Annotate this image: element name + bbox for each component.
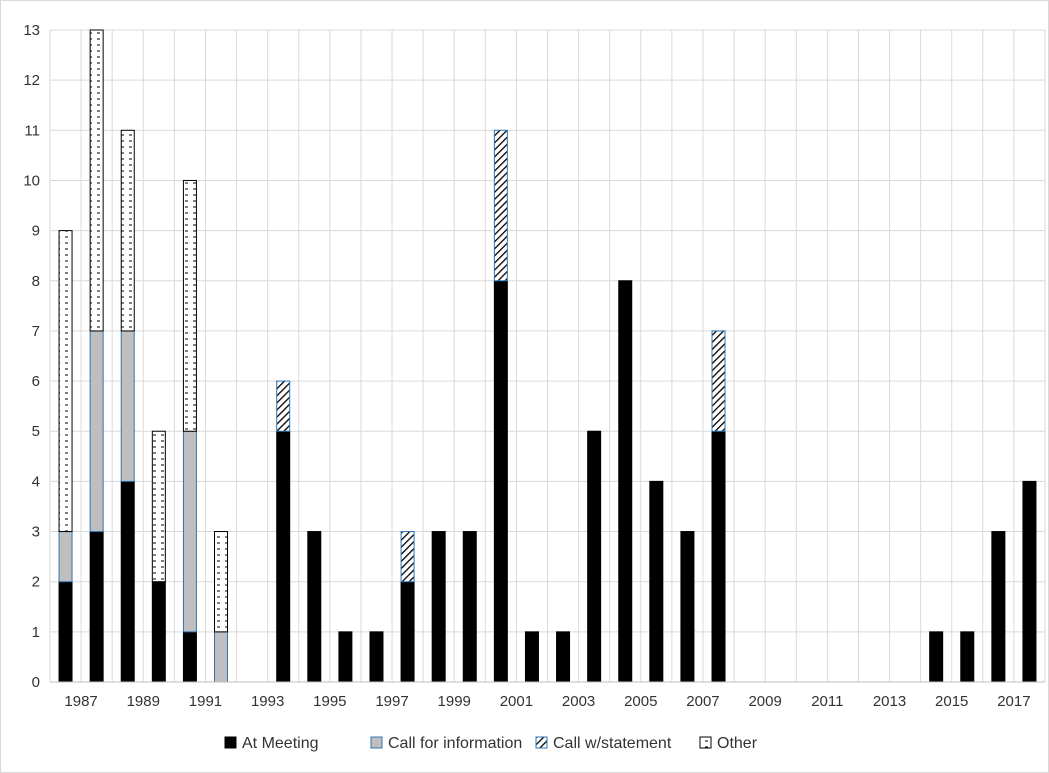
bar-call-for-information-1991: [182, 430, 197, 633]
bar-at-meeting-1990: [151, 581, 166, 683]
bar-at-meeting-1987: [58, 581, 73, 683]
legend: At Meeting Call for information Call w/sta…: [224, 735, 758, 752]
bar-other-1991: [182, 179, 197, 432]
y-tick-label: 11: [24, 122, 40, 139]
bar-at-meeting-2000: [462, 531, 477, 683]
x-tick-label: 1999: [438, 693, 471, 710]
legend-label-call-for-information: Call for information: [388, 735, 522, 752]
bar-at-meeting-2016: [960, 631, 975, 683]
bar-at-meeting-2002: [524, 631, 539, 683]
y-tick-label: 8: [32, 273, 40, 290]
bar-call-for-information-1992: [214, 631, 229, 683]
bar-call-w-statement-1998: [400, 531, 415, 583]
bar-call-for-information-1989: [120, 330, 135, 482]
bar-other-1989: [120, 129, 135, 332]
y-tick-label: 1: [32, 624, 40, 641]
y-tick-label: 2: [32, 574, 40, 591]
bar-call-for-information-1987: [58, 531, 73, 583]
bar-call-for-information-1988: [89, 330, 104, 533]
x-tick-label: 1991: [189, 693, 222, 710]
legend-swatch-other: [699, 736, 712, 749]
bar-at-meeting-1991: [182, 631, 197, 683]
legend-label-other: Other: [717, 735, 758, 752]
bar-at-meeting-1997: [369, 631, 384, 683]
bar-at-meeting-1996: [338, 631, 353, 683]
x-axis-tick-labels: 1987 1989 1991 1993 1995 1997 1999 2001 2003 2005…: [64, 693, 1030, 710]
y-tick-label: 6: [32, 373, 40, 390]
y-tick-label: 13: [23, 22, 40, 39]
bar-at-meeting-2018: [1022, 480, 1037, 683]
y-tick-label: 7: [32, 323, 40, 340]
bar-call-w-statement-2008: [711, 330, 726, 432]
x-tick-label: 1989: [127, 693, 160, 710]
bar-at-meeting-2004: [587, 430, 602, 683]
bar-at-meeting-2003: [556, 631, 571, 683]
bar-at-meeting-1998: [400, 581, 415, 683]
bar-other-1987: [58, 230, 73, 533]
bar-at-meeting-2015: [929, 631, 944, 683]
bar-at-meeting-2005: [618, 280, 633, 683]
x-tick-label: 2007: [686, 693, 719, 710]
bar-other-1988: [89, 29, 104, 332]
bar-other-1992: [214, 531, 229, 633]
x-tick-label: 2005: [624, 693, 657, 710]
x-tick-label: 2011: [811, 693, 843, 710]
y-tick-label: 12: [23, 72, 40, 89]
x-tick-label: 1987: [64, 693, 97, 710]
x-tick-label: 1993: [251, 693, 284, 710]
bar-at-meeting-2008: [711, 430, 726, 683]
y-tick-label: 10: [23, 172, 40, 189]
legend-label-call-w-statement: Call w/statement: [553, 735, 672, 752]
bar-at-meeting-2006: [649, 480, 664, 683]
bar-at-meeting-1995: [307, 531, 322, 683]
bar-at-meeting-2001: [493, 280, 508, 683]
legend-swatch-call-for-information: [370, 736, 383, 749]
y-tick-label: 3: [32, 524, 40, 541]
bar-call-w-statement-2001: [493, 129, 508, 282]
legend-swatch-call-w-statement: [535, 736, 548, 749]
x-tick-label: 2001: [500, 693, 533, 710]
y-tick-label: 5: [32, 423, 40, 440]
x-tick-label: 2003: [562, 693, 595, 710]
legend-label-at-meeting: At Meeting: [242, 735, 318, 752]
x-tick-label: 2015: [935, 693, 968, 710]
bar-at-meeting-1989: [120, 480, 135, 683]
x-tick-label: 2009: [748, 693, 781, 710]
x-tick-label: 2013: [873, 693, 906, 710]
bar-at-meeting-2007: [680, 531, 695, 683]
x-tick-label: 1995: [313, 693, 346, 710]
y-tick-label: 4: [32, 473, 40, 490]
bar-at-meeting-2017: [991, 531, 1006, 683]
y-tick-label: 0: [32, 674, 40, 691]
x-tick-label: 2017: [997, 693, 1030, 710]
legend-swatch-at-meeting: [224, 736, 237, 749]
bar-at-meeting-1988: [89, 531, 104, 683]
y-tick-label: 9: [32, 223, 40, 240]
x-tick-label: 1997: [375, 693, 408, 710]
bar-at-meeting-1999: [431, 531, 446, 683]
bar-other-1990: [151, 430, 166, 583]
bar-call-w-statement-1994: [276, 380, 291, 432]
bar-at-meeting-1994: [276, 430, 291, 683]
